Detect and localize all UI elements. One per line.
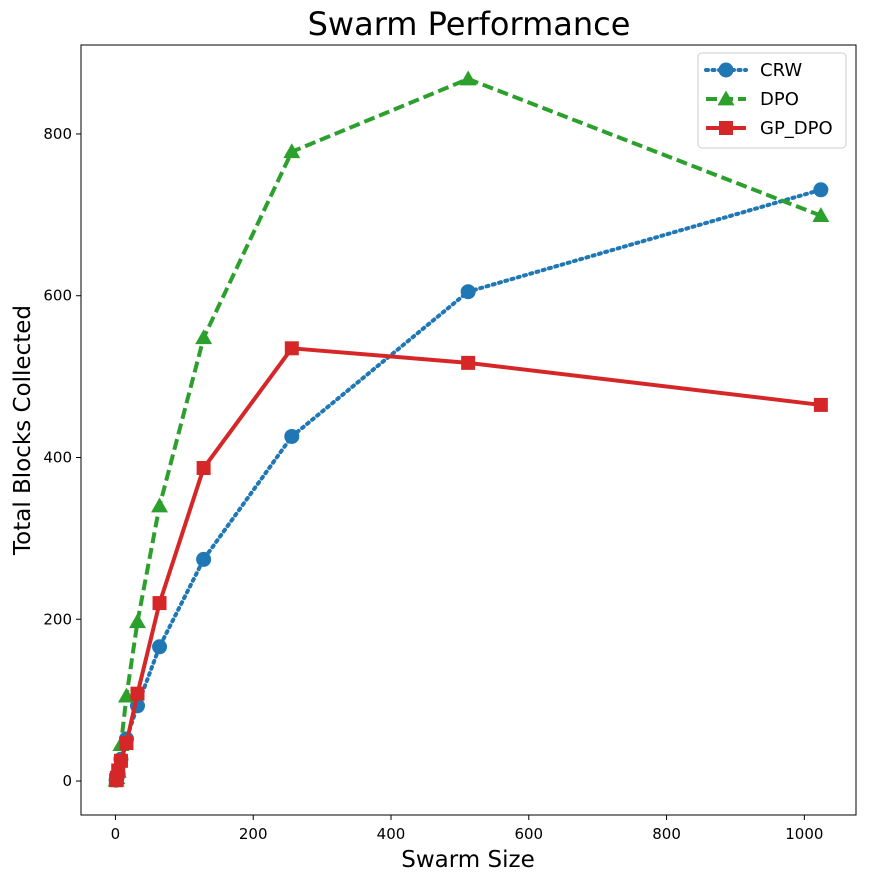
series-line — [114, 187, 823, 783]
y-tick-label: 800 — [43, 125, 72, 143]
x-tick-label: 0 — [111, 825, 121, 843]
legend-item: CRW — [704, 60, 802, 81]
series-dpo — [107, 70, 830, 787]
data-point — [119, 736, 134, 751]
data-point — [283, 143, 301, 159]
data-point — [151, 497, 169, 513]
y-tick-label: 200 — [43, 610, 72, 628]
y-axis-label: Total Blocks Collected — [10, 305, 36, 556]
x-tick-label: 1000 — [785, 825, 823, 843]
legend-swatch-marker — [717, 90, 735, 106]
data-point — [128, 613, 146, 629]
x-axis: 0 200 400 600 800 1000 — [111, 815, 823, 843]
x-tick-label: 800 — [652, 825, 681, 843]
chart-title: Swarm Performance — [308, 5, 631, 43]
series-gp-dpo — [109, 341, 828, 788]
legend-label: DPO — [760, 89, 799, 110]
data-point — [196, 551, 212, 567]
data-point — [113, 753, 128, 768]
series-crw — [108, 182, 829, 788]
legend-swatch-marker — [719, 121, 733, 135]
series-line — [114, 76, 822, 781]
x-tick-label: 200 — [239, 825, 268, 843]
plot-area — [80, 44, 857, 816]
data-point — [284, 428, 300, 444]
data-point — [459, 70, 477, 86]
legend-item: DPO — [706, 89, 799, 110]
legend-label: CRW — [760, 60, 802, 81]
legend-label: GP_DPO — [760, 118, 833, 139]
data-point — [812, 207, 830, 223]
y-tick-label: 0 — [62, 772, 72, 790]
x-tick-label: 600 — [514, 825, 543, 843]
data-point — [461, 355, 476, 370]
y-axis: 0 200 400 600 800 — [43, 125, 81, 790]
data-point — [130, 686, 145, 701]
y-tick-label: 400 — [43, 449, 72, 467]
legend-swatch-marker — [718, 62, 734, 78]
series-line — [114, 346, 822, 781]
data-point — [813, 182, 829, 198]
x-tick-label: 400 — [377, 825, 406, 843]
data-point — [152, 639, 168, 655]
legend: CRW DPO GP_DPO — [697, 52, 847, 149]
data-point — [196, 461, 211, 476]
legend-item: GP_DPO — [706, 118, 833, 139]
data-point — [813, 397, 828, 412]
data-point — [152, 596, 167, 611]
data-point — [195, 329, 213, 345]
y-tick-label: 600 — [43, 287, 72, 305]
data-point — [460, 284, 476, 300]
x-axis-label: Swarm Size — [401, 847, 535, 873]
series-layer — [107, 70, 830, 788]
legend-box — [697, 52, 847, 149]
data-point — [284, 341, 299, 356]
